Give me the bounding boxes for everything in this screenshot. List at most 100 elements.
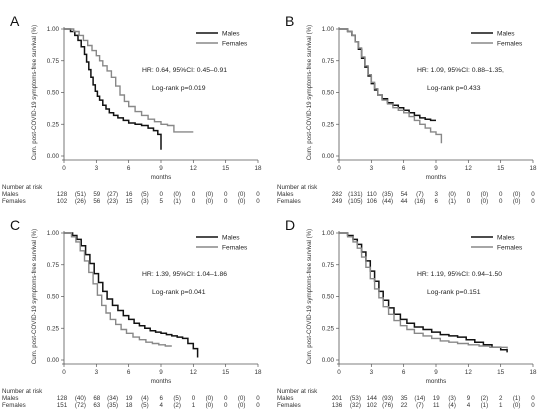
risk-cell: 2: [499, 395, 503, 402]
risk-cell: 68: [93, 395, 100, 402]
risk-cell: (5): [141, 191, 149, 198]
log-rank-annotation: Log-rank p=0.151: [427, 289, 481, 296]
hr-annotation: HR: 0.64, 95%CI: 0.45–0.91: [142, 67, 227, 74]
risk-cell: (35): [107, 402, 118, 409]
x-tick-label: 3: [370, 369, 374, 376]
risk-cell: (40): [75, 395, 86, 402]
risk-cell: 0: [531, 198, 535, 205]
risk-cell: 0: [531, 395, 535, 402]
legend-label: Females: [222, 244, 248, 251]
risk-cell: 249: [332, 198, 343, 205]
y-tick-label: 0.25: [47, 121, 60, 128]
series-line-males: [64, 232, 199, 358]
risk-cell: 19: [433, 395, 440, 402]
risk-cell: 19: [126, 395, 133, 402]
panel-b: B Cum. post-COVID-19 symptoms-free surviv…: [277, 13, 537, 205]
risk-cell: 0: [256, 395, 260, 402]
hr-annotation: HR: 1.09, 95%CI: 0.88–1.35,: [417, 67, 504, 74]
x-tick-label: 12: [190, 165, 198, 172]
x-tick-label: 12: [465, 369, 473, 376]
risk-cell: (51): [75, 191, 86, 198]
risk-cell: (131): [348, 191, 362, 198]
risk-cell: 4: [160, 402, 164, 409]
risk-cell: (44): [382, 198, 393, 205]
risk-cell: (14): [414, 395, 425, 402]
x-axis-label: months: [426, 174, 447, 181]
legend-label: Males: [497, 30, 515, 37]
risk-cell: 102: [367, 402, 378, 409]
x-tick-label: 0: [62, 165, 66, 172]
risk-cell: 4: [467, 402, 471, 409]
risk-cell: (26): [75, 198, 86, 205]
risk-row-label: Males: [277, 395, 294, 402]
risk-cell: (1): [481, 402, 489, 409]
risk-cell: (0): [238, 395, 246, 402]
y-tick-label: 0.75: [322, 262, 335, 269]
risk-cell: (2): [173, 402, 181, 409]
risk-cell: 0: [531, 191, 535, 198]
risk-cell: (0): [513, 198, 521, 205]
risk-row-label: Females: [2, 198, 26, 205]
y-tick-label: 0.75: [47, 58, 60, 65]
risk-cell: 16: [126, 191, 133, 198]
x-tick-label: 9: [159, 165, 163, 172]
panel-label: B: [285, 13, 294, 29]
hr-annotation: HR: 1.19, 95%CI: 0.94–1.50: [417, 271, 502, 278]
risk-cell: (0): [238, 402, 246, 409]
risk-table-header: Number at risk: [277, 388, 318, 395]
y-tick-label: 0.25: [322, 121, 335, 128]
risk-cell: (35): [382, 191, 393, 198]
x-tick-label: 9: [159, 369, 163, 376]
risk-cell: 0: [192, 191, 196, 198]
risk-cell: (23): [107, 198, 118, 205]
x-tick-label: 18: [529, 369, 537, 376]
x-tick-label: 3: [370, 165, 374, 172]
risk-cell: (5): [173, 395, 181, 402]
risk-cell: (0): [481, 198, 489, 205]
x-tick-label: 0: [337, 369, 341, 376]
y-tick-label: 0.25: [47, 325, 60, 332]
risk-cell: 0: [467, 191, 471, 198]
risk-cell: (34): [107, 395, 118, 402]
risk-cell: (1): [173, 198, 181, 205]
risk-cell: 0: [499, 198, 503, 205]
x-tick-label: 15: [497, 165, 505, 172]
x-tick-label: 3: [95, 369, 99, 376]
risk-cell: (7): [416, 402, 424, 409]
y-tick-label: 0.50: [322, 90, 335, 97]
x-tick-label: 18: [254, 369, 262, 376]
risk-cell: (0): [238, 191, 246, 198]
risk-cell: 0: [531, 402, 535, 409]
risk-cell: (53): [350, 395, 361, 402]
risk-table-header: Number at risk: [2, 388, 43, 395]
y-tick-label: 1.00: [322, 230, 335, 237]
risk-cell: 11: [433, 402, 440, 409]
series-line-males: [339, 28, 436, 122]
risk-cell: 56: [93, 198, 100, 205]
x-axis-label: months: [151, 174, 172, 181]
risk-cell: (0): [513, 402, 521, 409]
y-tick-label: 0.00: [322, 357, 335, 364]
y-tick-label: 0.50: [322, 294, 335, 301]
risk-cell: (0): [206, 402, 214, 409]
risk-cell: 6: [160, 395, 164, 402]
x-tick-label: 0: [337, 165, 341, 172]
legend-label: Males: [222, 30, 240, 37]
risk-cell: 144: [367, 395, 378, 402]
risk-cell: 0: [192, 395, 196, 402]
risk-cell: (0): [206, 198, 214, 205]
risk-cell: (16): [414, 198, 425, 205]
log-rank-annotation: Log-rank p=0.433: [427, 85, 481, 92]
risk-cell: (3): [448, 395, 456, 402]
risk-cell: 0: [467, 198, 471, 205]
risk-cell: (93): [382, 395, 393, 402]
x-axis-label: months: [151, 378, 172, 385]
risk-cell: 1: [192, 402, 196, 409]
y-tick-label: 0.75: [47, 262, 60, 269]
series-line-females: [64, 28, 194, 133]
y-axis-label: Cum. post-COVID-19 symptoms-free surviva…: [31, 25, 38, 160]
risk-cell: 110: [367, 191, 377, 198]
risk-cell: 0: [224, 191, 228, 198]
risk-cell: 0: [160, 191, 164, 198]
